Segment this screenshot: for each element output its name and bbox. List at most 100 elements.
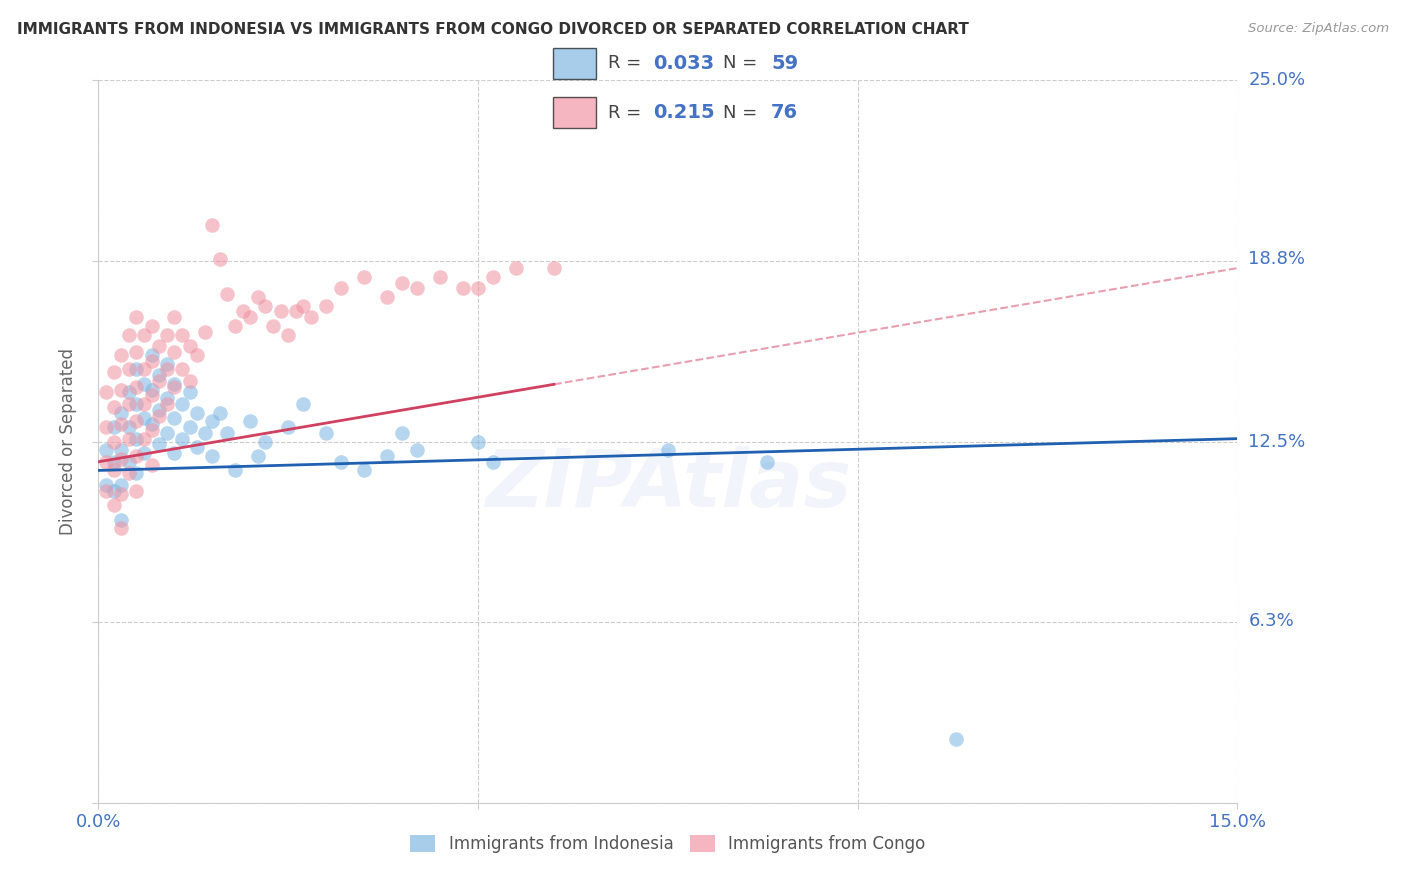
Point [125, 397, 148, 411]
Point [163, 376, 186, 391]
Point [110, 486, 132, 500]
Point [292, 397, 315, 411]
Point [118, 362, 141, 376]
Point [163, 379, 186, 393]
Point [103, 365, 125, 379]
Point [148, 339, 170, 353]
Point [132, 362, 155, 376]
Point [94, 443, 117, 458]
Point [141, 423, 163, 437]
Point [141, 348, 163, 362]
Point [156, 397, 179, 411]
Point [125, 379, 148, 393]
Point [246, 449, 269, 463]
Point [186, 440, 208, 454]
Text: 59: 59 [770, 54, 799, 73]
Point [163, 411, 186, 425]
Point [406, 443, 429, 458]
Point [118, 455, 141, 469]
Point [277, 420, 299, 434]
Point [217, 425, 239, 440]
Point [110, 417, 132, 432]
Point [94, 420, 117, 434]
Point [467, 434, 489, 449]
Text: R =: R = [607, 103, 647, 121]
Point [315, 299, 337, 313]
Point [543, 261, 565, 276]
FancyBboxPatch shape [554, 97, 596, 128]
Text: ZIPAtlas: ZIPAtlas [485, 446, 851, 524]
Point [467, 281, 489, 295]
Point [125, 467, 148, 481]
Point [103, 455, 125, 469]
Point [657, 443, 679, 458]
Point [125, 449, 148, 463]
Point [156, 362, 179, 376]
Text: N =: N = [723, 54, 762, 72]
Point [110, 406, 132, 420]
Point [391, 276, 413, 290]
Point [217, 287, 239, 301]
Point [118, 420, 141, 434]
Point [132, 397, 155, 411]
Point [103, 463, 125, 477]
Point [299, 310, 322, 325]
Point [270, 304, 292, 318]
Point [201, 449, 224, 463]
Y-axis label: Divorced or Separated: Divorced or Separated [59, 348, 77, 535]
Point [353, 463, 375, 477]
FancyBboxPatch shape [554, 48, 596, 78]
Point [141, 417, 163, 432]
Point [118, 432, 141, 446]
Point [170, 397, 193, 411]
Point [156, 391, 179, 405]
Point [103, 483, 125, 498]
Point [246, 290, 269, 304]
Point [141, 458, 163, 472]
Point [163, 345, 186, 359]
Point [118, 467, 141, 481]
Point [330, 281, 353, 295]
Text: Source: ZipAtlas.com: Source: ZipAtlas.com [1249, 22, 1389, 36]
Point [156, 357, 179, 371]
Point [94, 483, 117, 498]
Point [94, 385, 117, 400]
Point [132, 376, 155, 391]
Point [194, 425, 217, 440]
Text: 6.3%: 6.3% [1249, 612, 1294, 630]
Point [103, 434, 125, 449]
Point [163, 310, 186, 325]
Point [125, 483, 148, 498]
Text: R =: R = [607, 54, 647, 72]
Point [505, 261, 527, 276]
Point [406, 281, 429, 295]
Point [224, 318, 246, 333]
Point [103, 400, 125, 414]
Point [148, 368, 170, 382]
Point [141, 318, 163, 333]
Point [125, 362, 148, 376]
Point [132, 446, 155, 460]
Point [141, 388, 163, 402]
Point [239, 310, 262, 325]
Point [110, 348, 132, 362]
Point [148, 374, 170, 388]
Point [755, 455, 778, 469]
Text: IMMIGRANTS FROM INDONESIA VS IMMIGRANTS FROM CONGO DIVORCED OR SEPARATED CORRELA: IMMIGRANTS FROM INDONESIA VS IMMIGRANTS … [17, 22, 969, 37]
Point [110, 383, 132, 397]
Point [148, 437, 170, 451]
Point [179, 385, 201, 400]
Point [103, 498, 125, 512]
Point [262, 318, 284, 333]
Point [163, 446, 186, 460]
Point [148, 402, 170, 417]
Point [277, 327, 299, 342]
Point [201, 218, 224, 232]
Point [315, 425, 337, 440]
Point [148, 409, 170, 423]
Point [118, 397, 141, 411]
Point [132, 432, 155, 446]
Point [170, 327, 193, 342]
Point [186, 406, 208, 420]
Point [110, 521, 132, 535]
